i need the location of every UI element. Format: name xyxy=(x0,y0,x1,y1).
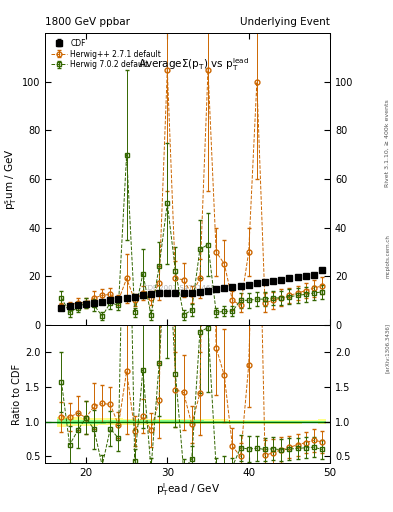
Text: mcplots.cern.ch: mcplots.cern.ch xyxy=(385,234,390,278)
Text: Underlying Event: Underlying Event xyxy=(240,16,330,27)
Text: [arXiv:1306.3436]: [arXiv:1306.3436] xyxy=(385,323,390,373)
Y-axis label: p$_{\rm T}^{\rm s}$um / GeV: p$_{\rm T}^{\rm s}$um / GeV xyxy=(4,148,19,210)
Legend: CDF, Herwig++ 2.7.1 default, Herwig 7.0.2 default: CDF, Herwig++ 2.7.1 default, Herwig 7.0.… xyxy=(49,37,163,71)
Text: Rivet 3.1.10, ≥ 400k events: Rivet 3.1.10, ≥ 400k events xyxy=(385,99,390,187)
Y-axis label: Ratio to CDF: Ratio to CDF xyxy=(12,364,22,424)
Text: 1800 GeV ppbar: 1800 GeV ppbar xyxy=(45,16,130,27)
Text: Average$\Sigma$(p$_{\rm T}$) vs p$_{\rm T}^{\rm lead}$: Average$\Sigma$(p$_{\rm T}$) vs p$_{\rm … xyxy=(138,56,249,73)
Text: CDF 2001 S4751469: CDF 2001 S4751469 xyxy=(143,285,215,291)
X-axis label: p$_{\rm T}^{\rm l}$ead / GeV: p$_{\rm T}^{\rm l}$ead / GeV xyxy=(156,481,220,498)
